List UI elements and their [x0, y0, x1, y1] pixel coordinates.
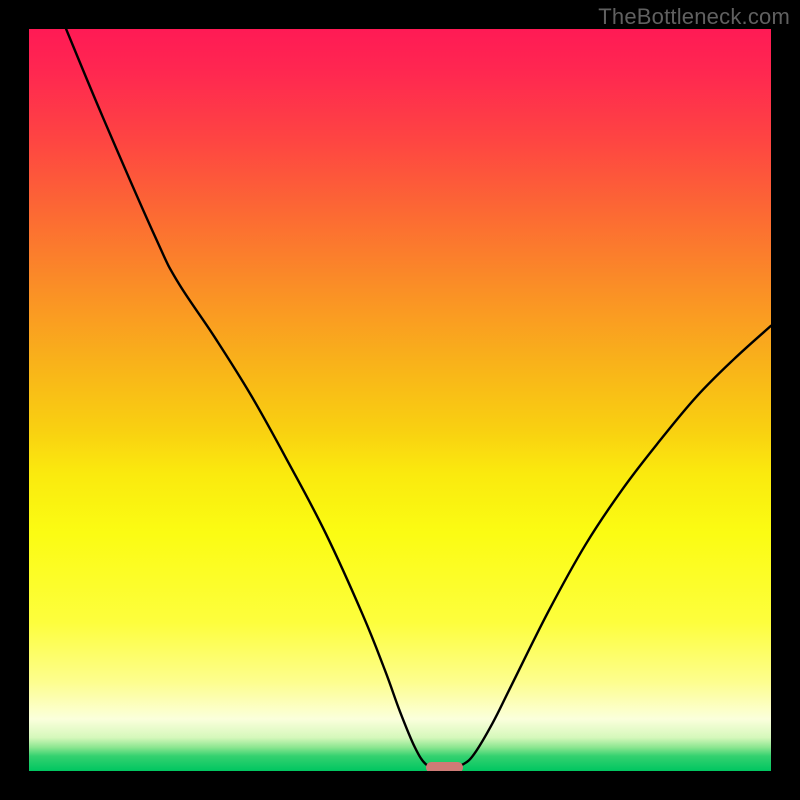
plot-area	[29, 29, 771, 771]
plot-svg	[29, 29, 771, 771]
gradient-background	[29, 29, 771, 771]
minimum-marker	[426, 762, 463, 771]
chart-frame: TheBottleneck.com	[0, 0, 800, 800]
watermark-text: TheBottleneck.com	[598, 4, 790, 30]
